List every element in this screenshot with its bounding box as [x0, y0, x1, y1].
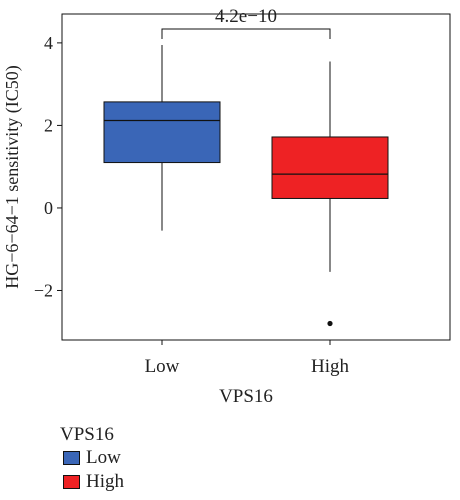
significance-bracket [161, 28, 331, 39]
legend-title: VPS16 [60, 424, 114, 445]
legend-swatch-high [63, 475, 80, 489]
outlier-point-high [327, 320, 333, 327]
x-axis-label: VPS16 [219, 386, 273, 407]
legend-item-low: Low [60, 446, 210, 470]
boxes-layer [103, 44, 389, 327]
legend-item-high: High [60, 470, 210, 494]
plot-panel [61, 13, 451, 341]
y-tick-label: 2 [44, 115, 53, 135]
y-axis-label: HG−6−64−1 sensitivity (IC50) [2, 65, 23, 288]
legend-swatch-low [63, 451, 80, 465]
x-tick-label: Low [145, 356, 180, 377]
x-axis-ticks: Low High [145, 340, 350, 377]
legend-label-low: Low [86, 447, 121, 468]
y-tick-label: 0 [44, 198, 53, 218]
y-tick-label: 4 [44, 33, 53, 53]
y-tick-label: −2 [34, 280, 53, 300]
p-value-label: 4.2e−10 [215, 6, 277, 27]
boxplot-chart: 4 2 0 −2 Low High 4.2e−10 HG−6−64−1 sensitiv… [2, 6, 451, 407]
significance-annotation: 4.2e−10 [161, 6, 331, 39]
legend: VPS16 Low High [60, 424, 210, 494]
box-high [271, 136, 389, 199]
legend-label-high: High [86, 471, 124, 492]
y-axis-ticks: 4 2 0 −2 [34, 33, 62, 300]
box-low [103, 101, 221, 164]
x-tick-label: High [311, 356, 350, 377]
